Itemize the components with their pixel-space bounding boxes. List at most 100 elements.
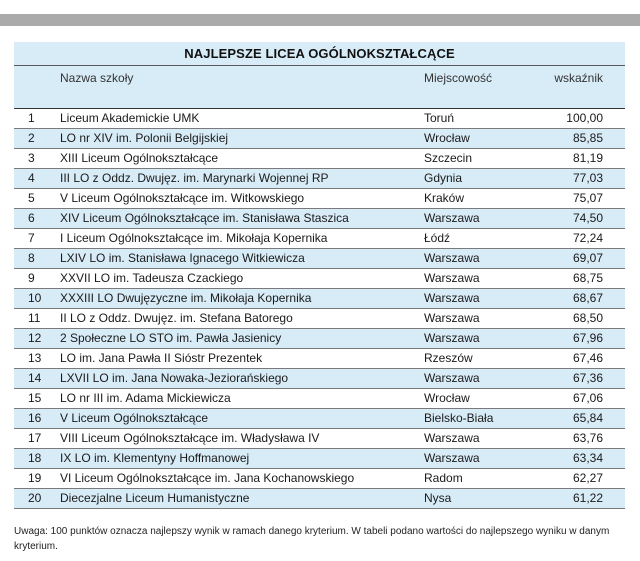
rank-cell: 6 xyxy=(28,211,35,225)
rank-cell: 10 xyxy=(28,291,42,305)
city-cell: Warszawa xyxy=(424,431,480,445)
school-cell: V Liceum Ogólnokształcące xyxy=(60,411,209,425)
title-divider xyxy=(14,65,625,66)
score-cell: 68,50 xyxy=(572,311,603,325)
table-row: 4 III LO z Oddz. Dwujęz. im. Marynarki Wo… xyxy=(14,169,625,189)
score-cell: 65,84 xyxy=(572,411,603,425)
rank-cell: 17 xyxy=(28,431,42,445)
score-cell: 68,67 xyxy=(572,291,603,305)
table-row: 20 Diecezjalne Liceum Humanistyczne Nysa 61… xyxy=(14,489,625,509)
school-cell: XIII Liceum Ogólnokształcące xyxy=(60,151,219,165)
score-cell: 72,24 xyxy=(572,231,603,245)
rank-cell: 5 xyxy=(28,191,35,205)
school-cell: LO im. Jana Pawła II Sióstr Prezentek xyxy=(60,351,263,365)
city-cell: Warszawa xyxy=(424,271,480,285)
school-cell: VIII Liceum Ogólnokształcące im. Władysł… xyxy=(60,431,320,445)
school-cell: LXVII LO im. Jana Nowaka-Jeziorańskiego xyxy=(60,371,289,385)
table-row: 17 VIII Liceum Ogólnokształcące im. Włady… xyxy=(14,429,625,449)
rank-cell: 12 xyxy=(28,331,42,345)
ranking-table: NAJLEPSZE LICEA OGÓLNOKSZTAŁCĄCE Nazwa s… xyxy=(14,42,625,509)
school-cell: V Liceum Ogólnokształcące im. Witkowskie… xyxy=(60,191,305,205)
city-cell: Radom xyxy=(424,471,463,485)
city-cell: Wrocław xyxy=(424,131,470,145)
table-row: 10 XXXIII LO Dwujęzyczne im. Mikołaja Kop… xyxy=(14,289,625,309)
table-row: 2 LO nr XIV im. Polonii Belgijskiej Wrocła… xyxy=(14,129,625,149)
rank-cell: 9 xyxy=(28,271,35,285)
score-cell: 67,36 xyxy=(572,371,603,385)
city-cell: Warszawa xyxy=(424,251,480,265)
score-cell: 100,00 xyxy=(566,111,603,125)
score-cell: 67,46 xyxy=(572,351,603,365)
score-cell: 63,34 xyxy=(572,451,603,465)
city-cell: Łódź xyxy=(424,231,451,245)
score-cell: 77,03 xyxy=(572,171,603,185)
table-row: 19 VI Liceum Ogólnokształcące im. Jana Ko… xyxy=(14,469,625,489)
table-row: 7 I Liceum Ogólnokształcące im. Mikołaja … xyxy=(14,229,625,249)
table-row: 18 IX LO im. Klementyny Hoffmanowej Warsza… xyxy=(14,449,625,469)
city-cell: Warszawa xyxy=(424,371,480,385)
school-cell: LO nr III im. Adama Mickiewicza xyxy=(60,391,231,405)
city-cell: Wrocław xyxy=(424,391,470,405)
city-cell: Gdynia xyxy=(424,171,463,185)
footnote: Uwaga: 100 punktów oznacza najlepszy wyn… xyxy=(14,526,610,552)
score-cell: 67,06 xyxy=(572,391,603,405)
table-row: 3 XIII Liceum Ogólnokształcące Szczecin 81,… xyxy=(14,149,625,169)
column-header-city: Miejscowość xyxy=(424,71,493,85)
table-row: 8 LXIV LO im. Stanisława Ignacego Witkiew… xyxy=(14,249,625,269)
city-cell: Nysa xyxy=(424,491,452,505)
school-cell: II LO z Oddz. Dwujęz. im. Stefana Batore… xyxy=(60,311,293,325)
city-cell: Szczecin xyxy=(424,151,473,165)
score-cell: 75,07 xyxy=(572,191,603,205)
school-cell: IX LO im. Klementyny Hoffmanowej xyxy=(60,451,250,465)
city-cell: Warszawa xyxy=(424,451,480,465)
school-cell: Liceum Akademickie UMK xyxy=(60,111,200,125)
table-header: NAJLEPSZE LICEA OGÓLNOKSZTAŁCĄCE Nazwa s… xyxy=(14,42,625,108)
score-cell: 81,19 xyxy=(572,151,603,165)
table-title: NAJLEPSZE LICEA OGÓLNOKSZTAŁCĄCE xyxy=(184,46,455,61)
school-cell: XXXIII LO Dwujęzyczne im. Mikołaja Koper… xyxy=(60,291,312,305)
top-gray-bar xyxy=(0,14,640,26)
rank-cell: 4 xyxy=(28,171,35,185)
school-cell: XXVII LO im. Tadeusza Czackiego xyxy=(60,271,244,285)
school-cell: I Liceum Ogólnokształcące im. Mikołaja K… xyxy=(60,231,328,245)
school-cell: III LO z Oddz. Dwujęz. im. Marynarki Woj… xyxy=(60,171,329,185)
score-cell: 74,50 xyxy=(572,211,603,225)
rank-cell: 20 xyxy=(28,491,42,505)
rank-cell: 18 xyxy=(28,451,42,465)
rank-cell: 2 xyxy=(28,131,35,145)
city-cell: Kraków xyxy=(424,191,465,205)
column-header-score: wskaźnik xyxy=(554,71,603,85)
rank-cell: 13 xyxy=(28,351,42,365)
table-row: 5 V Liceum Ogólnokształcące im. Witkowski… xyxy=(14,189,625,209)
school-cell: 2 Społeczne LO STO im. Pawła Jasienicy xyxy=(60,331,282,345)
rank-cell: 11 xyxy=(28,311,41,325)
rank-cell: 16 xyxy=(28,411,42,425)
city-cell: Warszawa xyxy=(424,311,480,325)
column-header-school-name: Nazwa szkoły xyxy=(60,71,134,85)
school-cell: LXIV LO im. Stanisława Ignacego Witkiewi… xyxy=(60,251,305,265)
score-cell: 69,07 xyxy=(572,251,603,265)
rank-cell: 3 xyxy=(28,151,35,165)
table-row: 6 XIV Liceum Ogólnokształcące im. Stanisł… xyxy=(14,209,625,229)
city-cell: Toruń xyxy=(424,111,455,125)
table-row: 12 2 Społeczne LO STO im. Pawła Jasienicy… xyxy=(14,329,625,349)
school-cell: Diecezjalne Liceum Humanistyczne xyxy=(60,491,250,505)
score-cell: 68,75 xyxy=(572,271,603,285)
city-cell: Rzeszów xyxy=(424,351,473,365)
city-cell: Warszawa xyxy=(424,331,480,345)
table-row: 14 LXVII LO im. Jana Nowaka-Jeziorańskieg… xyxy=(14,369,625,389)
table-body: 1 Liceum Akademickie UMK Toruń 100,00 2 LO nr… xyxy=(14,108,625,509)
rank-cell: 15 xyxy=(28,391,42,405)
rank-cell: 7 xyxy=(28,231,35,245)
score-cell: 61,22 xyxy=(572,491,603,505)
school-cell: XIV Liceum Ogólnokształcące im. Stanisła… xyxy=(60,211,349,225)
rank-cell: 8 xyxy=(28,251,35,265)
city-cell: Warszawa xyxy=(424,291,480,305)
table-row: 1 Liceum Akademickie UMK Toruń 100,00 xyxy=(14,109,625,129)
city-cell: Warszawa xyxy=(424,211,480,225)
table-row: 13 LO im. Jana Pawła II Sióstr Prezentek R… xyxy=(14,349,625,369)
rank-cell: 14 xyxy=(28,371,42,385)
score-cell: 85,85 xyxy=(572,131,603,145)
rank-cell: 19 xyxy=(28,471,42,485)
score-cell: 62,27 xyxy=(572,471,603,485)
